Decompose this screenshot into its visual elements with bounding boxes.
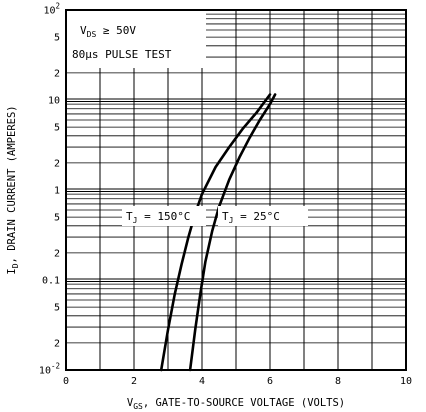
y-tick-label: 0.1	[42, 276, 60, 287]
y-tick-label: 10	[48, 96, 60, 107]
x-tick-label: 10	[400, 376, 412, 387]
y-axis-title: ID, DRAIN CURRENT (AMPERES)	[6, 105, 20, 274]
x-tick-labels: 0 2 4 6 8 10	[63, 376, 412, 387]
major-grid	[66, 10, 406, 370]
plot-frame	[65, 9, 407, 371]
series-label-150c: TJ = 150°C	[126, 210, 190, 225]
y-tick-label: 2	[54, 248, 60, 259]
y-tick-label: 2	[54, 158, 60, 169]
series-line-150c	[159, 93, 272, 372]
series-label-25c: TJ = 25°C	[222, 210, 280, 225]
x-tick-label: 8	[335, 376, 341, 387]
x-tick-label: 4	[199, 376, 205, 387]
y-tick-labels: 102 5 2 10 5 2 1 5 2 0.1 5 2 10-2	[39, 2, 60, 377]
series-line-25c	[188, 93, 277, 372]
y-tick-label: 1	[54, 186, 60, 197]
y-tick-label: 2	[54, 68, 60, 79]
label-25c-background	[218, 206, 308, 226]
y-tick-label: 5	[54, 123, 60, 134]
label-150c-background	[122, 206, 206, 226]
x-axis-title: VGS, GATE-TO-SOURCE VOLTAGE (VOLTS)	[127, 397, 345, 411]
x-tick-label: 0	[63, 376, 69, 387]
condition-pulse: 80μs PULSE TEST	[72, 48, 172, 61]
y-tick-label: 10-2	[39, 362, 60, 377]
y-tick-label: 5	[54, 33, 60, 44]
x-tick-label: 6	[267, 376, 273, 387]
x-tick-label: 2	[131, 376, 137, 387]
y-tick-label: 5	[54, 213, 60, 224]
conditions-box	[66, 10, 206, 68]
y-tick-label: 102	[43, 2, 60, 17]
y-tick-label: 5	[54, 303, 60, 314]
y-tick-label: 2	[54, 338, 60, 349]
condition-vds: VDS ≥ 50V	[80, 24, 136, 39]
series-group	[159, 93, 277, 372]
